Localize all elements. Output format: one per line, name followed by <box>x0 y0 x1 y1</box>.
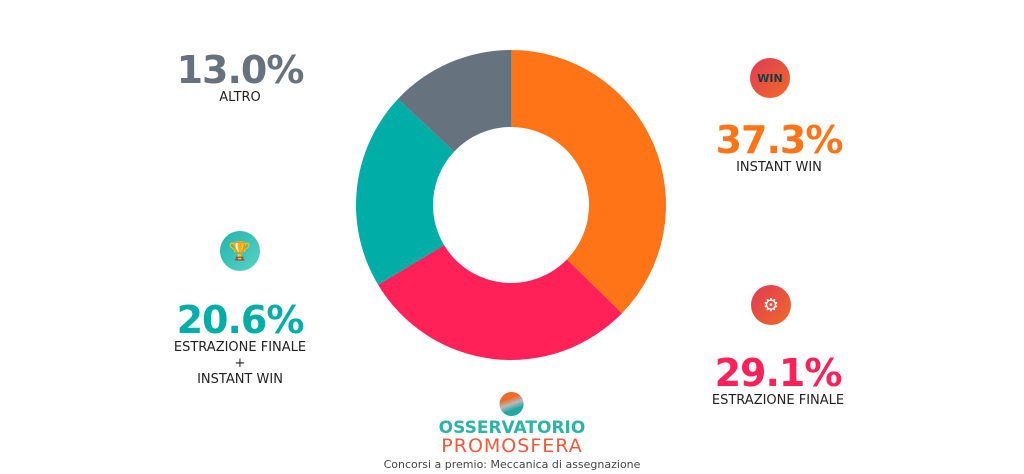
pct-altro: 13.0% <box>176 48 305 92</box>
donut-slice-0 <box>511 50 666 314</box>
name-line3: INSTANT WIN <box>197 372 283 387</box>
name-line1: ESTRAZIONE FINALE <box>173 340 307 355</box>
logo: OSSERVATORIO PROMOSFERA Concorsi a premi… <box>383 392 641 471</box>
donut-slice-1 <box>378 245 622 360</box>
lottery-wheel-icon: ⚙ <box>751 285 791 325</box>
donut-slice-3 <box>398 50 511 152</box>
pct-estrazione-finale: 29.1% <box>714 351 843 395</box>
pct-instant-win: 37.3% <box>715 118 844 162</box>
name-estrazione-finale: ESTRAZIONE FINALE <box>711 393 845 408</box>
hand-prizes-icon: 🏆 <box>220 231 260 271</box>
label-estrazione-finale: 29.1% ESTRAZIONE FINALE <box>712 353 844 409</box>
win-banner-icon: WIN <box>750 58 790 98</box>
name-line2: + <box>234 356 246 371</box>
name-instant-win: INSTANT WIN <box>736 160 822 175</box>
label-estrazione-instant: 20.6% ESTRAZIONE FINALE + INSTANT WIN <box>174 300 306 388</box>
caption: Concorsi a premio: Meccanica di assegnaz… <box>383 458 641 471</box>
name-altro: ALTRO <box>219 90 261 105</box>
label-instant-win: 37.3% INSTANT WIN <box>715 118 844 176</box>
label-altro: 13.0% ALTRO <box>176 48 305 106</box>
globe-icon <box>499 392 524 416</box>
pct-estrazione-instant: 20.6% <box>176 298 305 342</box>
logo-line1: OSSERVATORIO <box>438 418 586 438</box>
logo-line2: PROMOSFERA <box>441 435 583 457</box>
win-text: WIN <box>757 71 783 85</box>
donut-slice-2 <box>356 98 455 285</box>
